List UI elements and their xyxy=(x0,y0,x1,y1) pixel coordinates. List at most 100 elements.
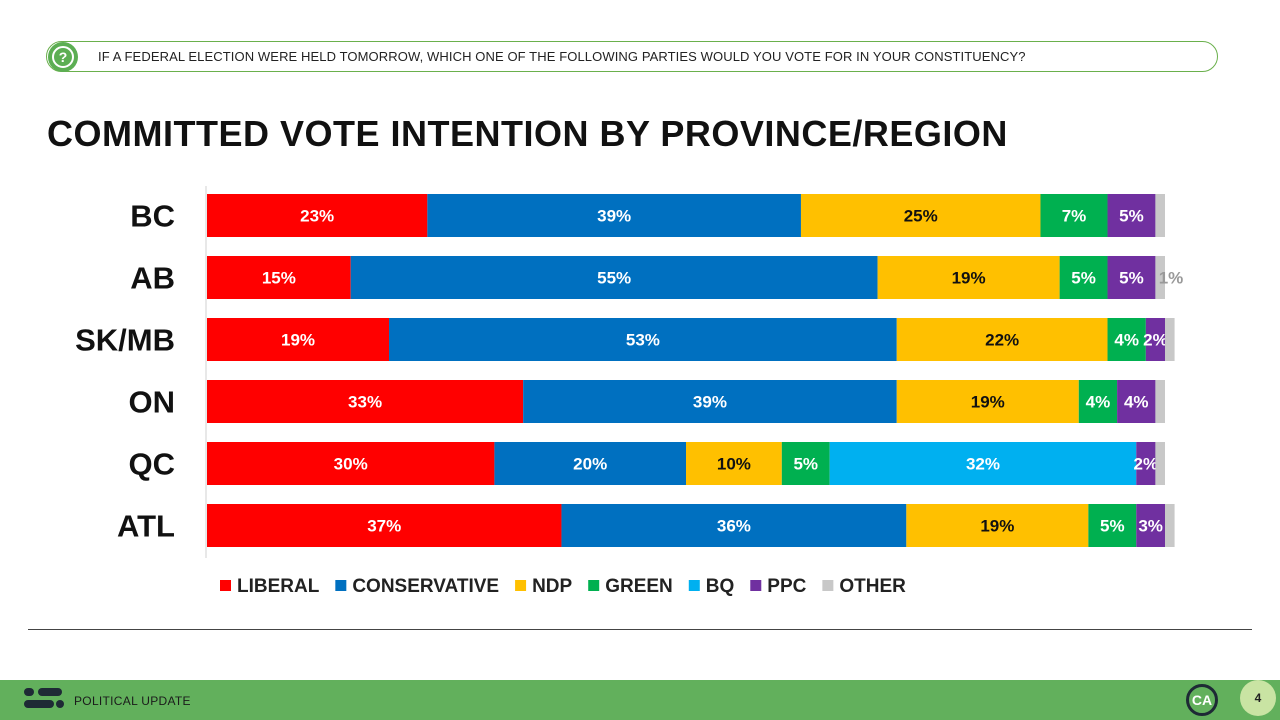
legend-swatch-ppc xyxy=(750,580,762,591)
question-banner xyxy=(46,41,1218,72)
bar-bc-liberal xyxy=(207,194,428,237)
legend-label-liberal: LIBERAL xyxy=(237,576,320,597)
bar-ab-other xyxy=(1155,256,1165,299)
data-label-qc-ndp: 10% xyxy=(717,455,751,474)
category-label-atl: ATL xyxy=(117,509,175,544)
category-label-on: ON xyxy=(129,385,176,420)
data-label-ab-ndp: 19% xyxy=(952,269,986,288)
bar-bc-ndp xyxy=(800,194,1041,237)
data-label-qc-conservative: 20% xyxy=(573,455,607,474)
category-label-qc: QC xyxy=(129,447,176,482)
category-label-skmb: SK/MB xyxy=(75,323,175,358)
bar-qc-ppc xyxy=(1136,442,1156,485)
legend-swatch-bq xyxy=(688,580,700,591)
data-label-on-green: 4% xyxy=(1086,393,1111,412)
data-label-ab-liberal: 15% xyxy=(262,269,296,288)
bar-qc-green xyxy=(781,442,830,485)
data-label-qc-liberal: 30% xyxy=(334,455,368,474)
data-label-qc-bq: 32% xyxy=(966,455,1000,474)
page-number: 4 xyxy=(1240,680,1276,716)
footer-label: POLITICAL UPDATE xyxy=(74,694,191,708)
divider xyxy=(28,629,1252,630)
bar-qc-liberal xyxy=(207,442,495,485)
data-label-atl-ppc: 3% xyxy=(1138,517,1163,536)
legend-swatch-ndp xyxy=(515,580,527,591)
footer-bar xyxy=(0,680,1280,720)
bar-on-green xyxy=(1078,380,1118,423)
data-label-atl-liberal: 37% xyxy=(367,517,401,536)
bar-bc-conservative xyxy=(427,194,801,237)
data-label-bc-liberal: 23% xyxy=(300,207,334,226)
bar-on-liberal xyxy=(207,380,524,423)
bar-atl-green xyxy=(1088,504,1137,547)
data-label-bc-conservative: 39% xyxy=(597,207,631,226)
bar-qc-conservative xyxy=(494,442,686,485)
data-label-skmb-ppc: 2% xyxy=(1143,331,1168,350)
data-label-ab-ppc: 5% xyxy=(1119,269,1144,288)
bar-qc-ndp xyxy=(686,442,782,485)
data-label-skmb-liberal: 19% xyxy=(281,331,315,350)
bar-skmb-ppc xyxy=(1145,318,1165,361)
question-text: IF A FEDERAL ELECTION WERE HELD TOMORROW… xyxy=(98,49,1026,64)
legend-label-bq: BQ xyxy=(706,576,735,597)
data-label-atl-conservative: 36% xyxy=(717,517,751,536)
data-label-qc-green: 5% xyxy=(793,455,818,474)
data-label-qc-ppc: 2% xyxy=(1134,455,1159,474)
data-label-on-ppc: 4% xyxy=(1124,393,1149,412)
bar-bc-green xyxy=(1040,194,1108,237)
stacked-bar-chart: BC 23% 39% 25% 7% 5% AB 15% 55% 19% 5% 5% 1% SK/MB 19%… xyxy=(75,186,1184,597)
bar-atl-conservative xyxy=(561,504,907,547)
bar-qc-other xyxy=(1155,442,1165,485)
bar-skmb-liberal xyxy=(207,318,390,361)
bar-ab-green xyxy=(1059,256,1108,299)
data-label-ab-green: 5% xyxy=(1071,269,1096,288)
legend-swatch-green xyxy=(588,580,600,591)
bar-ab-ndp xyxy=(877,256,1060,299)
bar-skmb-green xyxy=(1107,318,1146,361)
data-label-skmb-ndp: 22% xyxy=(985,331,1019,350)
page-title: COMMITTED VOTE INTENTION BY PROVINCE/REG… xyxy=(47,113,1008,154)
data-label-on-liberal: 33% xyxy=(348,393,382,412)
bar-atl-ndp xyxy=(906,504,1089,547)
bar-skmb-other xyxy=(1165,318,1175,361)
legend-label-ppc: PPC xyxy=(767,576,806,597)
data-label-skmb-conservative: 53% xyxy=(626,331,660,350)
bar-on-other xyxy=(1155,380,1165,423)
question-icon: ? xyxy=(48,42,78,72)
bar-on-ndp xyxy=(896,380,1079,423)
data-label-bc-ppc: 5% xyxy=(1119,207,1144,226)
legend-label-green: GREEN xyxy=(605,576,673,597)
bar-bc-ppc xyxy=(1107,194,1156,237)
bar-ab-conservative xyxy=(350,256,878,299)
data-label-ab-other: 1% xyxy=(1159,269,1184,288)
data-label-on-conservative: 39% xyxy=(693,393,727,412)
data-label-skmb-green: 4% xyxy=(1114,331,1139,350)
data-label-bc-green: 7% xyxy=(1062,207,1087,226)
bar-atl-liberal xyxy=(207,504,562,547)
category-label-ab: AB xyxy=(130,261,175,296)
bar-skmb-ndp xyxy=(896,318,1108,361)
bar-ab-ppc xyxy=(1107,256,1156,299)
legend-label-conservative: CONSERVATIVE xyxy=(352,576,499,597)
bar-qc-bq xyxy=(829,442,1137,485)
bar-skmb-conservative xyxy=(389,318,897,361)
legend-label-other: OTHER xyxy=(839,576,906,597)
legend-label-ndp: NDP xyxy=(532,576,572,597)
bar-on-conservative xyxy=(523,380,897,423)
legend-swatch-liberal xyxy=(220,580,231,591)
bar-ab-liberal xyxy=(207,256,351,299)
data-label-bc-ndp: 25% xyxy=(904,207,938,226)
data-label-atl-ndp: 19% xyxy=(980,517,1014,536)
legend-swatch-other xyxy=(822,580,834,591)
company-logo-icon xyxy=(24,688,64,714)
bar-bc-other xyxy=(1155,194,1165,237)
bar-atl-other xyxy=(1165,504,1175,547)
category-label-bc: BC xyxy=(130,199,175,234)
bar-on-ppc xyxy=(1117,380,1156,423)
legend-swatch-conservative xyxy=(335,580,347,591)
data-label-ab-conservative: 55% xyxy=(597,269,631,288)
ca-badge-icon: CA xyxy=(1186,684,1218,716)
data-label-atl-green: 5% xyxy=(1100,517,1125,536)
data-label-on-ndp: 19% xyxy=(971,393,1005,412)
bar-atl-ppc xyxy=(1136,504,1165,547)
